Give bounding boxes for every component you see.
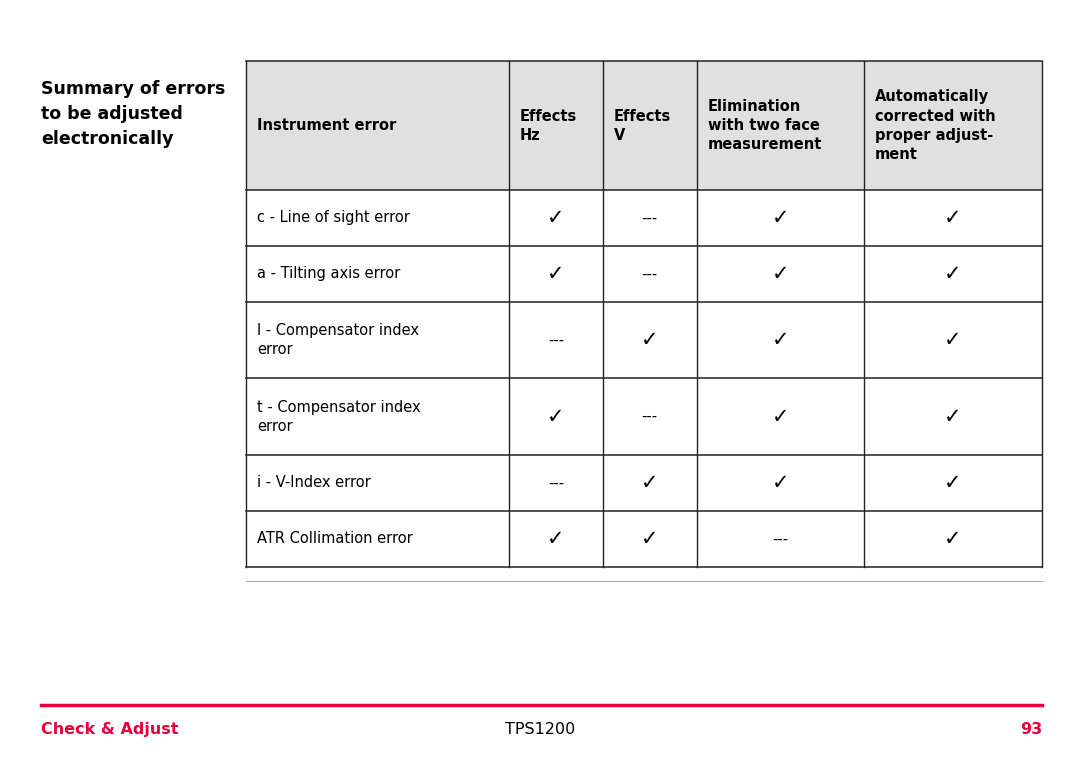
- Text: ✓: ✓: [771, 264, 789, 284]
- Text: TPS1200: TPS1200: [504, 722, 576, 737]
- Text: ✓: ✓: [944, 529, 962, 549]
- Text: ✓: ✓: [944, 208, 962, 228]
- Text: ✓: ✓: [771, 330, 789, 350]
- Text: Automatically
corrected with
proper adjust-
ment: Automatically corrected with proper adju…: [875, 90, 996, 162]
- Text: i - V-Index error: i - V-Index error: [257, 476, 370, 490]
- Text: ✓: ✓: [548, 529, 565, 549]
- Text: Check & Adjust: Check & Adjust: [41, 722, 178, 737]
- Text: Summary of errors
to be adjusted
electronically: Summary of errors to be adjusted electro…: [41, 80, 226, 149]
- Text: ---: ---: [548, 332, 564, 348]
- Text: ✓: ✓: [548, 407, 565, 427]
- Text: ✓: ✓: [642, 529, 659, 549]
- Text: ✓: ✓: [944, 330, 962, 350]
- Text: l - Compensator index
error: l - Compensator index error: [257, 323, 419, 357]
- Text: Instrument error: Instrument error: [257, 118, 396, 133]
- Text: ✓: ✓: [771, 407, 789, 427]
- Text: ---: ---: [642, 211, 658, 225]
- Text: ✓: ✓: [548, 208, 565, 228]
- Text: t - Compensator index
error: t - Compensator index error: [257, 400, 421, 434]
- Text: ✓: ✓: [642, 473, 659, 493]
- Text: ATR Collimation error: ATR Collimation error: [257, 532, 413, 546]
- Bar: [246, 61, 1042, 190]
- Text: c - Line of sight error: c - Line of sight error: [257, 211, 410, 225]
- Text: ---: ---: [642, 409, 658, 424]
- Text: Effects
Hz: Effects Hz: [519, 109, 577, 142]
- Text: ---: ---: [548, 476, 564, 490]
- Text: ✓: ✓: [771, 208, 789, 228]
- Text: Elimination
with two face
measurement: Elimination with two face measurement: [707, 99, 822, 152]
- Text: Effects
V: Effects V: [613, 109, 671, 142]
- Text: ✓: ✓: [944, 407, 962, 427]
- Text: ✓: ✓: [642, 330, 659, 350]
- Text: ✓: ✓: [944, 473, 962, 493]
- Text: ✓: ✓: [944, 264, 962, 284]
- Text: 93: 93: [1020, 722, 1042, 737]
- Text: ---: ---: [642, 267, 658, 281]
- Text: ✓: ✓: [548, 264, 565, 284]
- Text: a - Tilting axis error: a - Tilting axis error: [257, 267, 401, 281]
- Text: ✓: ✓: [771, 473, 789, 493]
- Text: ---: ---: [772, 532, 788, 546]
